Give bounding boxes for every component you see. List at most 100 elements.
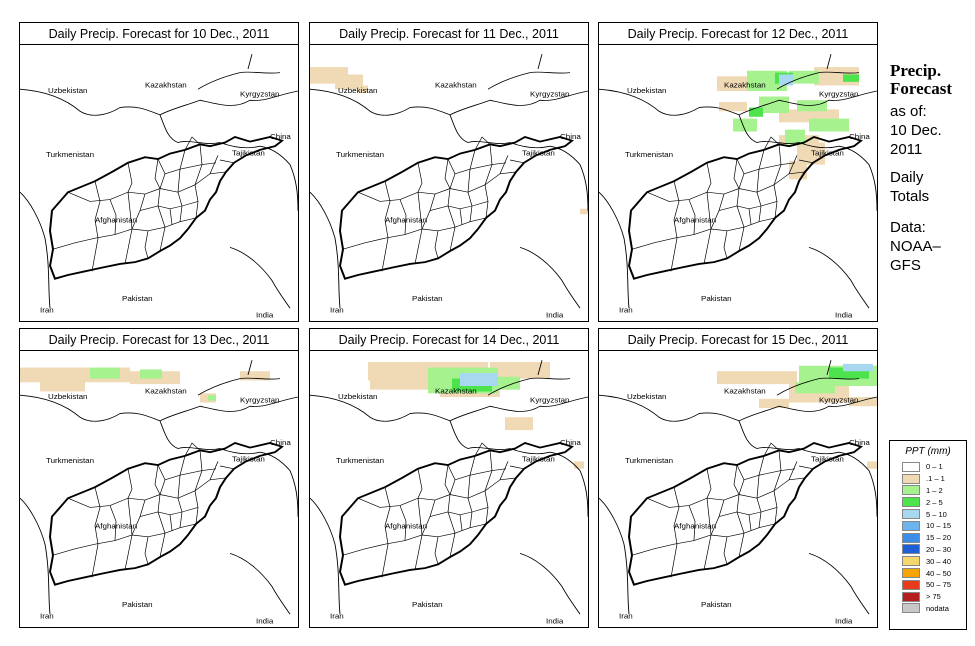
label-tajikistan: Tajikistan	[811, 149, 844, 158]
label-uzbekistan: Uzbekistan	[48, 392, 88, 401]
label-iran: Iran	[619, 612, 633, 621]
label-pakistan: Pakistan	[412, 600, 443, 609]
legend-swatch	[902, 579, 920, 590]
label-china: China	[560, 132, 582, 141]
asof-block: as of: 10 Dec. 2011	[890, 103, 942, 158]
label-afghanistan: Afghanistan	[95, 522, 137, 531]
legend-label: nodata	[926, 603, 949, 613]
label-afghanistan: Afghanistan	[674, 522, 716, 531]
legend-label: 40 – 50	[926, 568, 952, 578]
legend-swatch	[902, 556, 920, 567]
label-kyrgyzstan: Kyrgyzstan	[819, 90, 859, 99]
label-iran: Iran	[330, 612, 344, 621]
legend-swatch	[902, 591, 920, 602]
label-turkmenistan: Turkmenistan	[625, 457, 673, 466]
panel-title: Daily Precip. Forecast for 15 Dec., 2011	[599, 329, 877, 351]
legend-item: 50 – 75	[902, 579, 966, 591]
legend-item: 1 – 2	[902, 485, 966, 497]
label-iran: Iran	[40, 306, 54, 315]
side-title: Precip. Forecast	[890, 61, 952, 98]
label-india: India	[546, 311, 564, 320]
label-uzbekistan: Uzbekistan	[627, 86, 667, 95]
legend-swatch	[902, 544, 920, 555]
label-kazakhstan: Kazakhstan	[724, 81, 766, 90]
label-uzbekistan: Uzbekistan	[627, 392, 667, 401]
forecast-panel-day3: Daily Precip. Forecast for 12 Dec., 2011	[598, 22, 878, 322]
label-uzbekistan: Uzbekistan	[48, 86, 88, 95]
legend-swatch	[902, 568, 920, 579]
legend-label: 5 – 10	[926, 509, 947, 519]
label-iran: Iran	[40, 612, 54, 621]
legend-item: > 75	[902, 591, 966, 603]
label-kazakhstan: Kazakhstan	[435, 81, 477, 90]
label-pakistan: Pakistan	[122, 294, 153, 303]
forecast-panel-day6: Daily Precip. Forecast for 15 Dec., 2011	[598, 328, 878, 628]
legend-item: 0 – 1	[902, 461, 966, 473]
legend-label: .1 – 1	[926, 474, 945, 484]
label-india: India	[835, 311, 853, 320]
panel-title: Daily Precip. Forecast for 10 Dec., 2011	[20, 23, 298, 45]
label-pakistan: Pakistan	[701, 600, 732, 609]
legend-label: 10 – 15	[926, 521, 952, 531]
label-pakistan: Pakistan	[412, 294, 443, 303]
legend-item: nodata	[902, 603, 966, 615]
label-uzbekistan: Uzbekistan	[338, 392, 378, 401]
forecast-panel-day1: Daily Precip. Forecast for 10 Dec., 2011	[19, 22, 299, 322]
precip-map: Uzbekistan Kazakhstan Kyrgyzstan China T…	[20, 360, 298, 626]
legend-label: 0 – 1	[926, 462, 943, 472]
precip-map: Uzbekistan Kazakhstan Kyrgyzstan China T…	[599, 360, 877, 626]
legend-item: 40 – 50	[902, 567, 966, 579]
side-info: Precip. Forecast as of: 10 Dec. 2011 Dai…	[890, 62, 974, 275]
label-tajikistan: Tajikistan	[811, 455, 844, 464]
legend-item: 30 – 40	[902, 555, 966, 567]
legend-title: PPT (mm)	[905, 446, 951, 457]
legend-item: 5 – 10	[902, 508, 966, 520]
label-india: India	[835, 617, 853, 626]
precip-map: Uzbekistan Kazakhstan Kyrgyzstan China T…	[310, 360, 588, 626]
legend-label: 30 – 40	[926, 556, 952, 566]
label-iran: Iran	[619, 306, 633, 315]
label-tajikistan: Tajikistan	[232, 149, 265, 158]
legend-item: 2 – 5	[902, 496, 966, 508]
label-china: China	[270, 438, 292, 447]
forecast-panel-day2: Daily Precip. Forecast for 11 Dec., 2011	[309, 22, 589, 322]
panel-title: Daily Precip. Forecast for 11 Dec., 2011	[310, 23, 588, 45]
legend-swatch	[902, 485, 920, 496]
legend-swatch	[902, 473, 920, 484]
forecast-panel-day4: Daily Precip. Forecast for 13 Dec., 2011	[19, 328, 299, 628]
label-afghanistan: Afghanistan	[385, 216, 427, 225]
label-india: India	[256, 311, 274, 320]
legend-label: 50 – 75	[926, 580, 952, 590]
label-kazakhstan: Kazakhstan	[145, 387, 187, 396]
label-kyrgyzstan: Kyrgyzstan	[240, 90, 280, 99]
precip-map: Uzbekistan Kazakhstan Kyrgyzstan China T…	[599, 54, 877, 320]
label-kyrgyzstan: Kyrgyzstan	[530, 90, 570, 99]
label-afghanistan: Afghanistan	[95, 216, 137, 225]
legend-swatch	[902, 509, 920, 520]
daily-totals: Daily Totals	[890, 169, 930, 205]
legend-item: 20 – 30	[902, 544, 966, 556]
legend-item: 10 – 15	[902, 520, 966, 532]
legend-label: 20 – 30	[926, 544, 952, 554]
label-india: India	[256, 617, 274, 626]
label-tajikistan: Tajikistan	[522, 455, 555, 464]
panel-title: Daily Precip. Forecast for 13 Dec., 2011	[20, 329, 298, 351]
legend-swatch	[902, 497, 920, 508]
label-kazakhstan: Kazakhstan	[724, 387, 766, 396]
panel-title: Daily Precip. Forecast for 14 Dec., 2011	[310, 329, 588, 351]
legend-item: .1 – 1	[902, 473, 966, 485]
precip-map: Uzbekistan Kazakhstan Kyrgyzstan China T…	[310, 54, 588, 320]
legend-swatch	[902, 461, 920, 472]
label-kyrgyzstan: Kyrgyzstan	[819, 396, 859, 405]
legend-label: > 75	[926, 592, 941, 602]
label-tajikistan: Tajikistan	[522, 149, 555, 158]
label-kazakhstan: Kazakhstan	[145, 81, 187, 90]
label-india: India	[546, 617, 564, 626]
label-turkmenistan: Turkmenistan	[336, 457, 384, 466]
label-turkmenistan: Turkmenistan	[336, 151, 384, 160]
label-turkmenistan: Turkmenistan	[46, 457, 94, 466]
legend-label: 15 – 20	[926, 533, 952, 543]
label-afghanistan: Afghanistan	[385, 522, 427, 531]
label-kyrgyzstan: Kyrgyzstan	[530, 396, 570, 405]
